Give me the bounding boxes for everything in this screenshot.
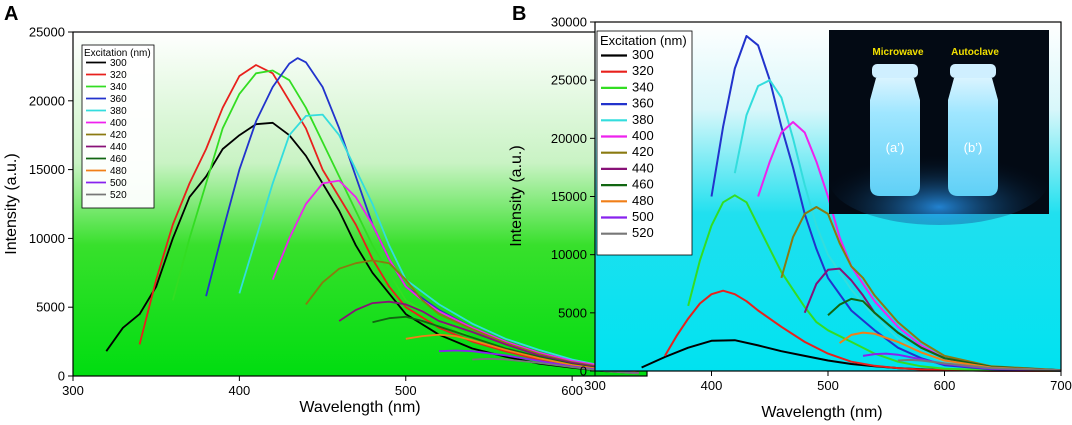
panel-a-series-380 (238, 113, 639, 372)
panel-a-x-tick-label: 400 (229, 383, 251, 398)
panel-b-series-340 (687, 194, 1062, 372)
panel-a-legend-label-380: 380 (110, 106, 127, 117)
panel-a-label: A (4, 3, 18, 25)
panel-a-y-tick-label: 10000 (29, 231, 65, 246)
panel-b-legend-title: Excitation (nm) (600, 33, 687, 48)
panel-b-series-480 (839, 331, 1062, 372)
panel-b-series-460 (827, 297, 1062, 372)
panel-a-x-tick-label: 500 (395, 383, 417, 398)
panel-b-legend-label-340: 340 (632, 79, 654, 94)
panel-b-x-tick-label: 500 (817, 378, 839, 393)
panel-b-legend-label-500: 500 (632, 209, 654, 224)
panel-b-x-tick-label: 400 (701, 378, 723, 393)
panel-b-legend-label-320: 320 (632, 63, 654, 78)
panel-a-series-440 (338, 300, 639, 373)
panel-b-legend-label-360: 360 (632, 96, 654, 111)
panel-b-x-tick-label: 300 (584, 378, 606, 393)
panel-b-y-tick-label: 15000 (551, 189, 587, 204)
vial-microwave-body (870, 78, 920, 196)
panel-b-y-axis-title: Intensity (a.u.) (508, 145, 525, 246)
panel-b-legend-label-520: 520 (632, 225, 654, 240)
panel-a-x-axis-title: Wavelength (nm) (299, 399, 420, 416)
panel-b-series-320 (664, 289, 1062, 372)
vial-label-a-prime: (a’) (886, 140, 905, 155)
panel-b-x-tick-label: 600 (934, 378, 956, 393)
panel-a-legend-title: Excitation (nm) (84, 48, 151, 59)
panel-a-y-axis-title: Intensity (a.u.) (3, 153, 20, 254)
panel-a-legend-box (81, 44, 155, 209)
panel-a-x-tick-label: 600 (561, 383, 583, 398)
panel-a-legend-label-460: 460 (110, 154, 127, 165)
panel-b-y-tick-label: 20000 (551, 131, 587, 146)
panel-b-ticks: 300 400 500 600 700 0 5000 10000 15000 20000 25000… (551, 15, 1072, 394)
panel-a: A 300 400 500 6000500010000150002000025000 … (3, 3, 648, 416)
panel-a-legend: Excitation (nm) 300320340360380400420440… (81, 44, 155, 209)
panel-a-y-tick-label: 5000 (36, 300, 65, 315)
vial-microwave (870, 64, 920, 196)
panel-b: B Microwave Autoclave (a’) (b’) 300 400 50… (508, 3, 1072, 421)
panel-b-x-tick-label: 700 (1050, 378, 1072, 393)
panel-b-legend-label-440: 440 (632, 160, 654, 175)
panel-b-legend-label-400: 400 (632, 128, 654, 143)
panel-b-legend-label-380: 380 (632, 112, 654, 127)
panel-b-legend-label-460: 460 (632, 177, 654, 192)
panel-a-legend-label-400: 400 (110, 118, 127, 129)
panel-a-legend-label-340: 340 (110, 82, 127, 93)
vial-microwave-cap (872, 64, 918, 78)
panel-b-x-axis-title: Wavelength (nm) (761, 404, 882, 421)
panel-a-y-tick-label: 20000 (29, 93, 65, 108)
panel-a-legend-label-420: 420 (110, 130, 127, 141)
panel-a-y-tick-label: 0 (58, 369, 65, 384)
panel-b-series-420 (780, 206, 1062, 372)
panel-b-label: B (512, 3, 526, 25)
vial-autoclave-body (948, 78, 998, 196)
inset-photo-label-autoclave: Autoclave (951, 47, 999, 58)
panel-a-x-tick-label: 300 (62, 383, 84, 398)
panel-a-legend-label-320: 320 (110, 70, 127, 81)
panel-a-series-400 (271, 179, 639, 373)
panel-a-series-420 (305, 259, 639, 373)
panel-a-y-tick-label: 15000 (29, 162, 65, 177)
panel-b-y-tick-label: 25000 (551, 73, 587, 88)
panel-a-legend-label-300: 300 (110, 58, 127, 69)
panel-b-y-tick-label: 5000 (558, 305, 587, 320)
vial-label-b-prime: (b’) (964, 140, 983, 155)
panel-a-legend-label-440: 440 (110, 142, 127, 153)
panel-a-legend-label-500: 500 (110, 178, 127, 189)
inset-photo: Microwave Autoclave (a’) (b’) (829, 30, 1049, 225)
inset-photo-glow (829, 135, 1049, 225)
panel-b-y-tick-label: 10000 (551, 247, 587, 262)
panel-a-series-320 (138, 64, 639, 374)
panel-b-series-520 (897, 358, 1062, 372)
panel-a-legend-label-480: 480 (110, 166, 127, 177)
panel-b-legend-label-420: 420 (632, 144, 654, 159)
panel-b-series-group (641, 35, 1062, 372)
panel-a-ticks: 300 400 500 600 0 5000 10000 15000 20000 25000 (29, 25, 583, 399)
panel-b-y-tick-label: 30000 (551, 15, 587, 30)
panel-b-legend-label-300: 300 (632, 47, 654, 62)
panel-a-series-480 (405, 333, 639, 374)
vial-autoclave-cap (950, 64, 996, 78)
panel-a-legend-label-520: 520 (110, 190, 127, 201)
panel-a-y-tick-label: 25000 (29, 25, 65, 40)
vial-autoclave (948, 64, 998, 196)
panel-b-legend-label-480: 480 (632, 193, 654, 208)
panel-a-legend-label-360: 360 (110, 94, 127, 105)
panel-b-y-tick-label: 0 (580, 364, 587, 379)
inset-photo-label-microwave: Microwave (872, 47, 924, 58)
